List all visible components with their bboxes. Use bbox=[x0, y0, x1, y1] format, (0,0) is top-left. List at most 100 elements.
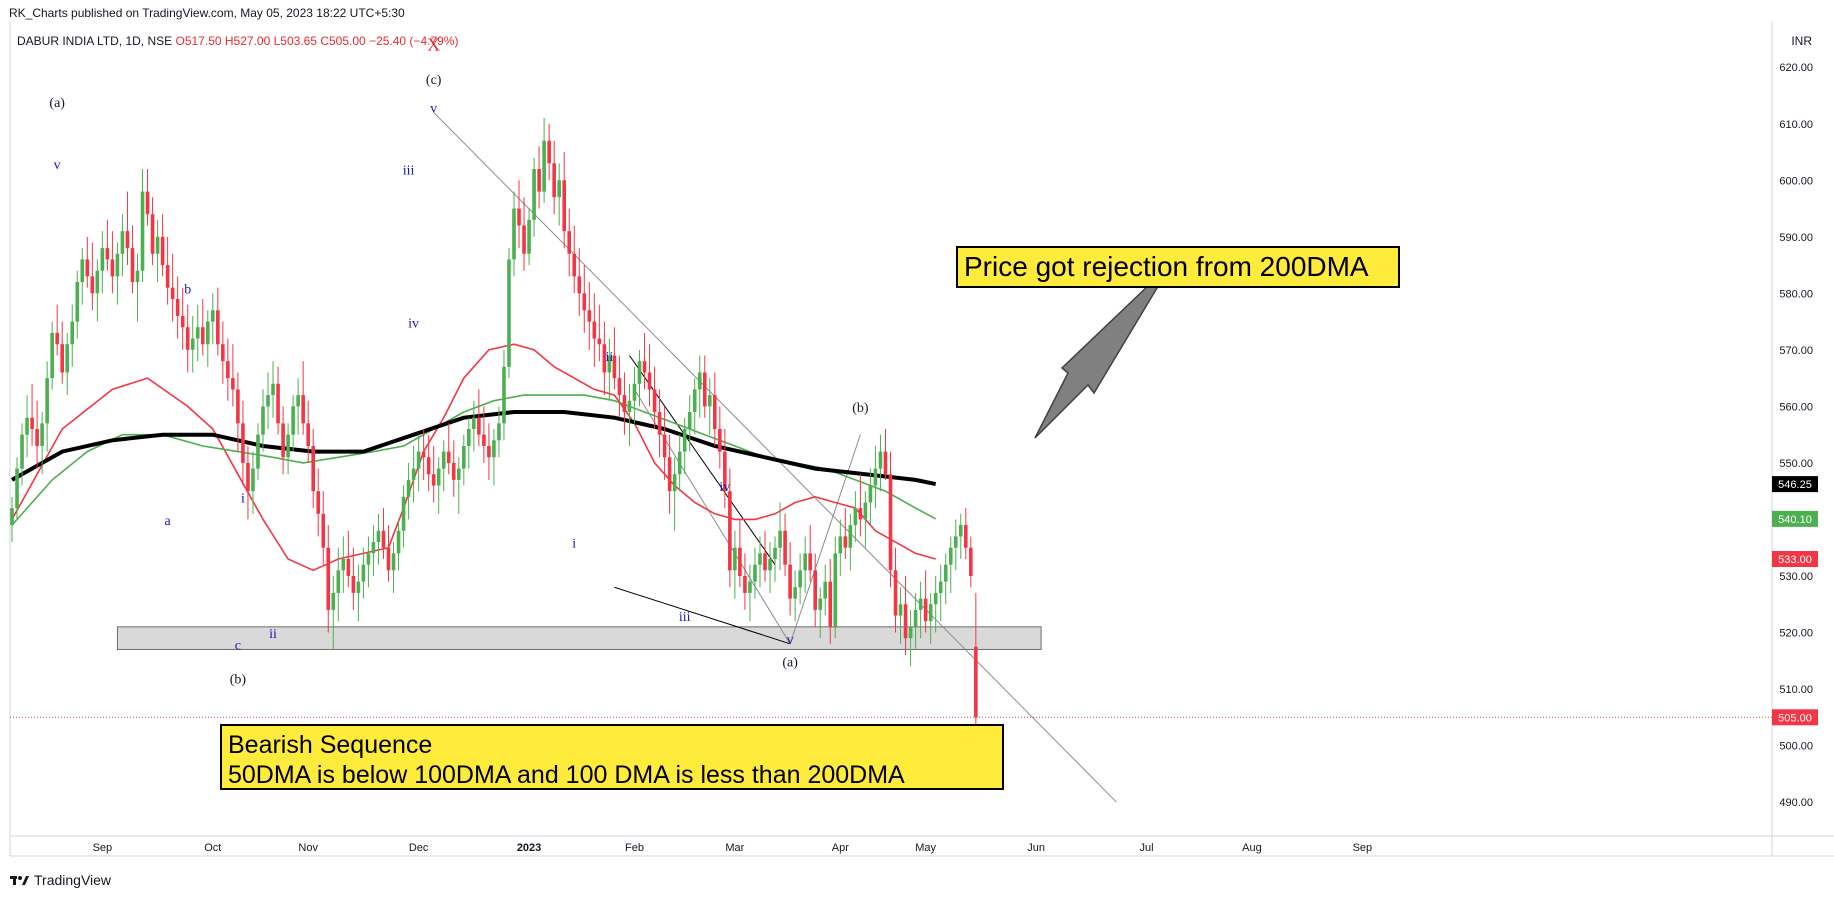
candle bbox=[411, 445, 416, 503]
price-tag-bg bbox=[1772, 476, 1818, 493]
candle bbox=[873, 445, 878, 509]
candle-body bbox=[592, 321, 597, 339]
wave-label: i bbox=[572, 537, 576, 552]
candle-body bbox=[974, 646, 978, 718]
candle bbox=[40, 412, 44, 475]
candle bbox=[537, 146, 541, 209]
candle-body bbox=[55, 332, 59, 345]
candle bbox=[517, 180, 521, 249]
candle-body bbox=[692, 389, 697, 413]
candle bbox=[898, 587, 903, 644]
candle bbox=[140, 168, 145, 283]
candle bbox=[286, 423, 290, 475]
candle-body bbox=[853, 508, 858, 526]
candle-body bbox=[20, 434, 24, 469]
candle bbox=[462, 434, 466, 486]
candle-body bbox=[416, 451, 421, 469]
candle-body bbox=[321, 513, 326, 548]
candle bbox=[723, 429, 727, 509]
candle bbox=[552, 140, 556, 215]
candle bbox=[808, 525, 812, 582]
rejection-text: Price got rejection from 200DMA bbox=[964, 251, 1369, 282]
candle-body bbox=[70, 321, 75, 345]
candle-body bbox=[552, 163, 556, 198]
candle bbox=[562, 152, 566, 249]
candle-body bbox=[753, 564, 757, 582]
candle-body bbox=[150, 214, 155, 254]
candle bbox=[587, 282, 592, 350]
candle bbox=[321, 491, 326, 565]
candle-body bbox=[793, 587, 797, 599]
candle bbox=[306, 400, 310, 463]
moving-averages bbox=[11, 343, 937, 572]
candle-body bbox=[923, 598, 928, 622]
candle bbox=[211, 293, 215, 345]
candle-body bbox=[532, 168, 536, 220]
tradingview-logo[interactable]: TradingView bbox=[10, 872, 111, 888]
candle-body bbox=[261, 406, 265, 435]
candle-body bbox=[246, 462, 250, 492]
time-tick-label: Mar bbox=[725, 842, 744, 854]
price-tick-label: 610.00 bbox=[1779, 119, 1813, 131]
candle bbox=[682, 417, 687, 475]
candle-body bbox=[522, 225, 526, 254]
candle bbox=[376, 513, 381, 565]
candle bbox=[502, 349, 506, 441]
candle bbox=[677, 434, 682, 492]
candle bbox=[728, 468, 732, 588]
candle bbox=[346, 530, 351, 588]
candle-body bbox=[713, 395, 717, 429]
candle-body bbox=[718, 429, 722, 452]
candle bbox=[80, 248, 85, 305]
candle bbox=[733, 530, 737, 599]
candle-body bbox=[542, 140, 546, 192]
time-tick-label: Nov bbox=[298, 842, 318, 854]
candle bbox=[768, 542, 772, 593]
candle bbox=[205, 310, 210, 367]
candle-body bbox=[45, 378, 49, 424]
time-axis[interactable]: Sep Oct Nov Dec 2023 Feb Mar Apr May Jun Jul Aug Sep bbox=[93, 842, 1373, 854]
candle-body bbox=[858, 508, 863, 520]
price-tag-text: 540.10 bbox=[1778, 514, 1812, 526]
candle bbox=[90, 242, 95, 311]
ma-line-200dma bbox=[11, 410, 937, 487]
candle bbox=[843, 508, 848, 560]
trendline-2 bbox=[614, 586, 791, 645]
candle-body bbox=[25, 417, 29, 435]
candle-body bbox=[602, 344, 607, 373]
tradingview-icon bbox=[10, 876, 29, 885]
candle bbox=[863, 491, 868, 548]
candle-body bbox=[95, 270, 100, 294]
candle-body bbox=[366, 553, 371, 565]
candle-body bbox=[291, 406, 295, 435]
candle-body bbox=[763, 553, 767, 571]
symbol-legend[interactable]: DABUR INDIA LTD, 1D, NSE O517.50 H527.00… bbox=[17, 34, 458, 48]
candle bbox=[652, 366, 657, 429]
price-tick-label: 550.00 bbox=[1779, 458, 1813, 470]
candle-body bbox=[120, 231, 125, 254]
candle bbox=[25, 395, 29, 458]
candle bbox=[928, 592, 933, 644]
price-axis[interactable]: 490.00500.00510.00520.00530.00540.00550.… bbox=[1779, 62, 1813, 809]
candle-body bbox=[462, 445, 466, 469]
candle bbox=[713, 372, 717, 446]
candlesticks bbox=[10, 118, 978, 725]
price-tag: 546.25 bbox=[1772, 476, 1818, 493]
time-tick-label: Aug bbox=[1242, 842, 1262, 854]
candle bbox=[923, 570, 928, 633]
candle-body bbox=[893, 570, 898, 616]
wave-label: X bbox=[427, 34, 440, 54]
candle-body bbox=[75, 282, 80, 322]
candle-body bbox=[160, 236, 165, 266]
candle-body bbox=[185, 327, 190, 350]
candle bbox=[878, 434, 883, 492]
candle-body bbox=[311, 445, 315, 492]
currency-label: INR bbox=[1791, 34, 1812, 48]
candle bbox=[738, 519, 742, 588]
candle-body bbox=[356, 581, 361, 593]
candle bbox=[953, 519, 958, 571]
candle bbox=[542, 118, 546, 203]
candle-body bbox=[65, 344, 70, 373]
